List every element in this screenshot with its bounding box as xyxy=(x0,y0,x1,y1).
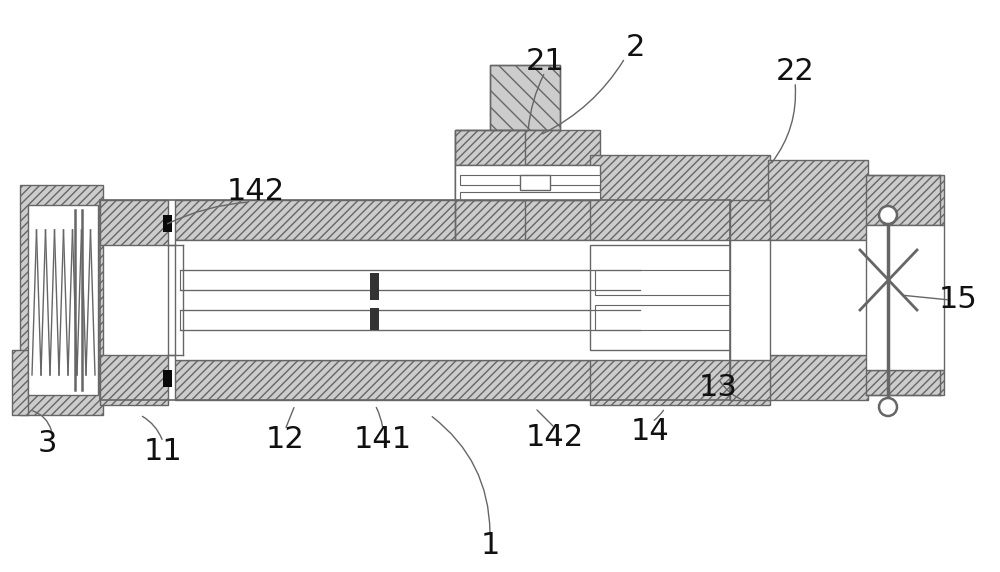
Circle shape xyxy=(879,398,897,416)
Bar xyxy=(460,175,600,185)
Bar xyxy=(590,245,770,350)
Bar xyxy=(175,240,730,360)
Bar xyxy=(730,240,770,360)
Text: 21: 21 xyxy=(526,47,564,77)
Bar xyxy=(595,270,765,295)
Text: 13: 13 xyxy=(699,374,737,403)
Text: 142: 142 xyxy=(526,423,584,452)
Bar xyxy=(180,310,640,330)
Bar xyxy=(175,360,730,400)
Bar xyxy=(768,355,868,400)
Bar xyxy=(100,355,168,405)
Bar xyxy=(175,200,730,240)
Text: 11: 11 xyxy=(144,438,182,467)
Text: 22: 22 xyxy=(776,58,814,86)
Bar xyxy=(20,185,103,415)
Bar xyxy=(455,130,600,165)
Bar xyxy=(866,175,944,225)
Bar xyxy=(730,200,770,400)
Bar xyxy=(455,130,525,240)
Bar xyxy=(866,225,944,370)
Bar xyxy=(163,215,172,232)
Bar xyxy=(370,273,379,300)
Text: 14: 14 xyxy=(631,418,669,447)
Bar xyxy=(460,192,600,200)
Text: 12: 12 xyxy=(266,426,304,455)
Text: 142: 142 xyxy=(227,177,285,206)
Bar xyxy=(28,205,98,395)
Bar xyxy=(595,305,765,330)
Bar xyxy=(490,65,560,130)
Bar xyxy=(455,165,600,200)
Text: 141: 141 xyxy=(354,426,412,455)
Bar xyxy=(866,370,944,395)
Bar xyxy=(590,155,770,245)
Text: 2: 2 xyxy=(625,34,645,62)
Bar xyxy=(490,65,560,130)
Text: 15: 15 xyxy=(939,285,977,315)
Bar xyxy=(100,200,168,245)
Bar xyxy=(455,130,525,240)
Bar xyxy=(768,240,868,355)
Bar xyxy=(163,370,172,387)
Bar xyxy=(180,270,640,290)
Bar xyxy=(12,350,28,415)
Bar xyxy=(455,200,600,240)
Text: 1: 1 xyxy=(480,530,500,559)
Bar xyxy=(590,350,770,405)
Bar xyxy=(520,175,550,190)
Bar xyxy=(768,160,868,240)
Circle shape xyxy=(879,206,897,224)
Bar xyxy=(168,245,183,355)
Bar xyxy=(370,308,379,330)
Text: 3: 3 xyxy=(37,428,57,458)
